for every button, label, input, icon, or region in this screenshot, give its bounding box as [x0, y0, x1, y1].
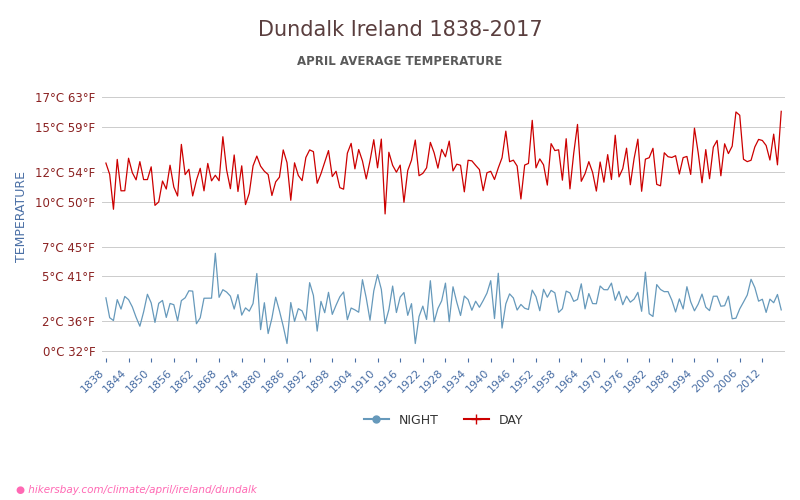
Text: APRIL AVERAGE TEMPERATURE: APRIL AVERAGE TEMPERATURE — [298, 55, 502, 68]
Text: ● hikersbay.com/climate/april/ireland/dundalk: ● hikersbay.com/climate/april/ireland/du… — [16, 485, 257, 495]
Legend: NIGHT, DAY: NIGHT, DAY — [359, 408, 528, 432]
Y-axis label: TEMPERATURE: TEMPERATURE — [15, 171, 28, 262]
Text: Dundalk Ireland 1838-2017: Dundalk Ireland 1838-2017 — [258, 20, 542, 40]
